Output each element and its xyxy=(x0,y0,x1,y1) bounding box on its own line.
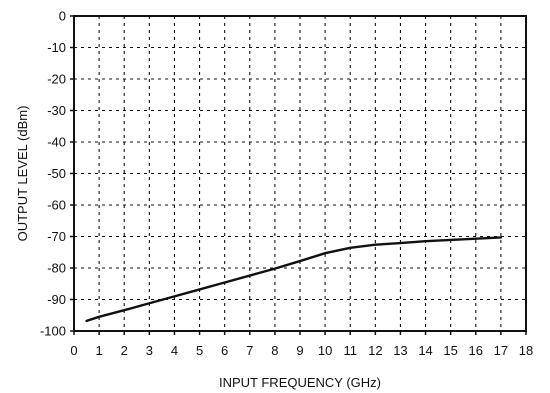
x-tick-label: 1 xyxy=(95,343,102,358)
y-tick-label: -90 xyxy=(47,292,66,307)
x-tick-label: 13 xyxy=(393,343,407,358)
x-tick-label: 4 xyxy=(171,343,178,358)
y-tick-label: -70 xyxy=(47,229,66,244)
tick-marks xyxy=(70,15,527,335)
x-tick-label: 15 xyxy=(443,343,457,358)
y-tick-labels: 0 -10 -20 -30 -40 -50 -60 -70 -80 -90 -100 xyxy=(40,9,66,339)
x-tick-label: 0 xyxy=(70,343,77,358)
y-axis-title: OUTPUT LEVEL (dBm) xyxy=(15,106,30,242)
x-tick-label: 9 xyxy=(296,343,303,358)
x-tick-label: 16 xyxy=(469,343,483,358)
x-tick-label: 12 xyxy=(368,343,382,358)
y-tick-label: -100 xyxy=(40,324,66,339)
x-tick-label: 18 xyxy=(519,343,533,358)
x-tick-label: 8 xyxy=(271,343,278,358)
x-axis-title: INPUT FREQUENCY (GHz) xyxy=(219,375,381,390)
x-tick-label: 11 xyxy=(343,343,357,358)
y-tick-label: -20 xyxy=(47,72,66,87)
y-tick-label: 0 xyxy=(59,9,66,24)
y-tick-label: -80 xyxy=(47,261,66,276)
y-tick-label: -50 xyxy=(47,166,66,181)
x-tick-label: 2 xyxy=(121,343,128,358)
y-tick-label: -40 xyxy=(47,135,66,150)
x-tick-label: 7 xyxy=(246,343,253,358)
x-tick-labels: 0 1 2 3 4 5 6 7 8 9 10 11 12 13 14 15 16 17 18 xyxy=(70,343,533,358)
y-tick-label: -60 xyxy=(47,198,66,213)
x-tick-label: 14 xyxy=(418,343,432,358)
x-tick-label: 6 xyxy=(221,343,228,358)
x-tick-label: 3 xyxy=(146,343,153,358)
x-tick-label: 10 xyxy=(318,343,332,358)
series-layer xyxy=(85,236,503,323)
y-tick-label: -10 xyxy=(47,40,66,55)
series-line-1 xyxy=(85,236,503,323)
y-tick-label: -30 xyxy=(47,103,66,118)
x-tick-label: 17 xyxy=(494,343,508,358)
x-tick-label: 5 xyxy=(196,343,203,358)
grid-layer xyxy=(74,16,526,331)
